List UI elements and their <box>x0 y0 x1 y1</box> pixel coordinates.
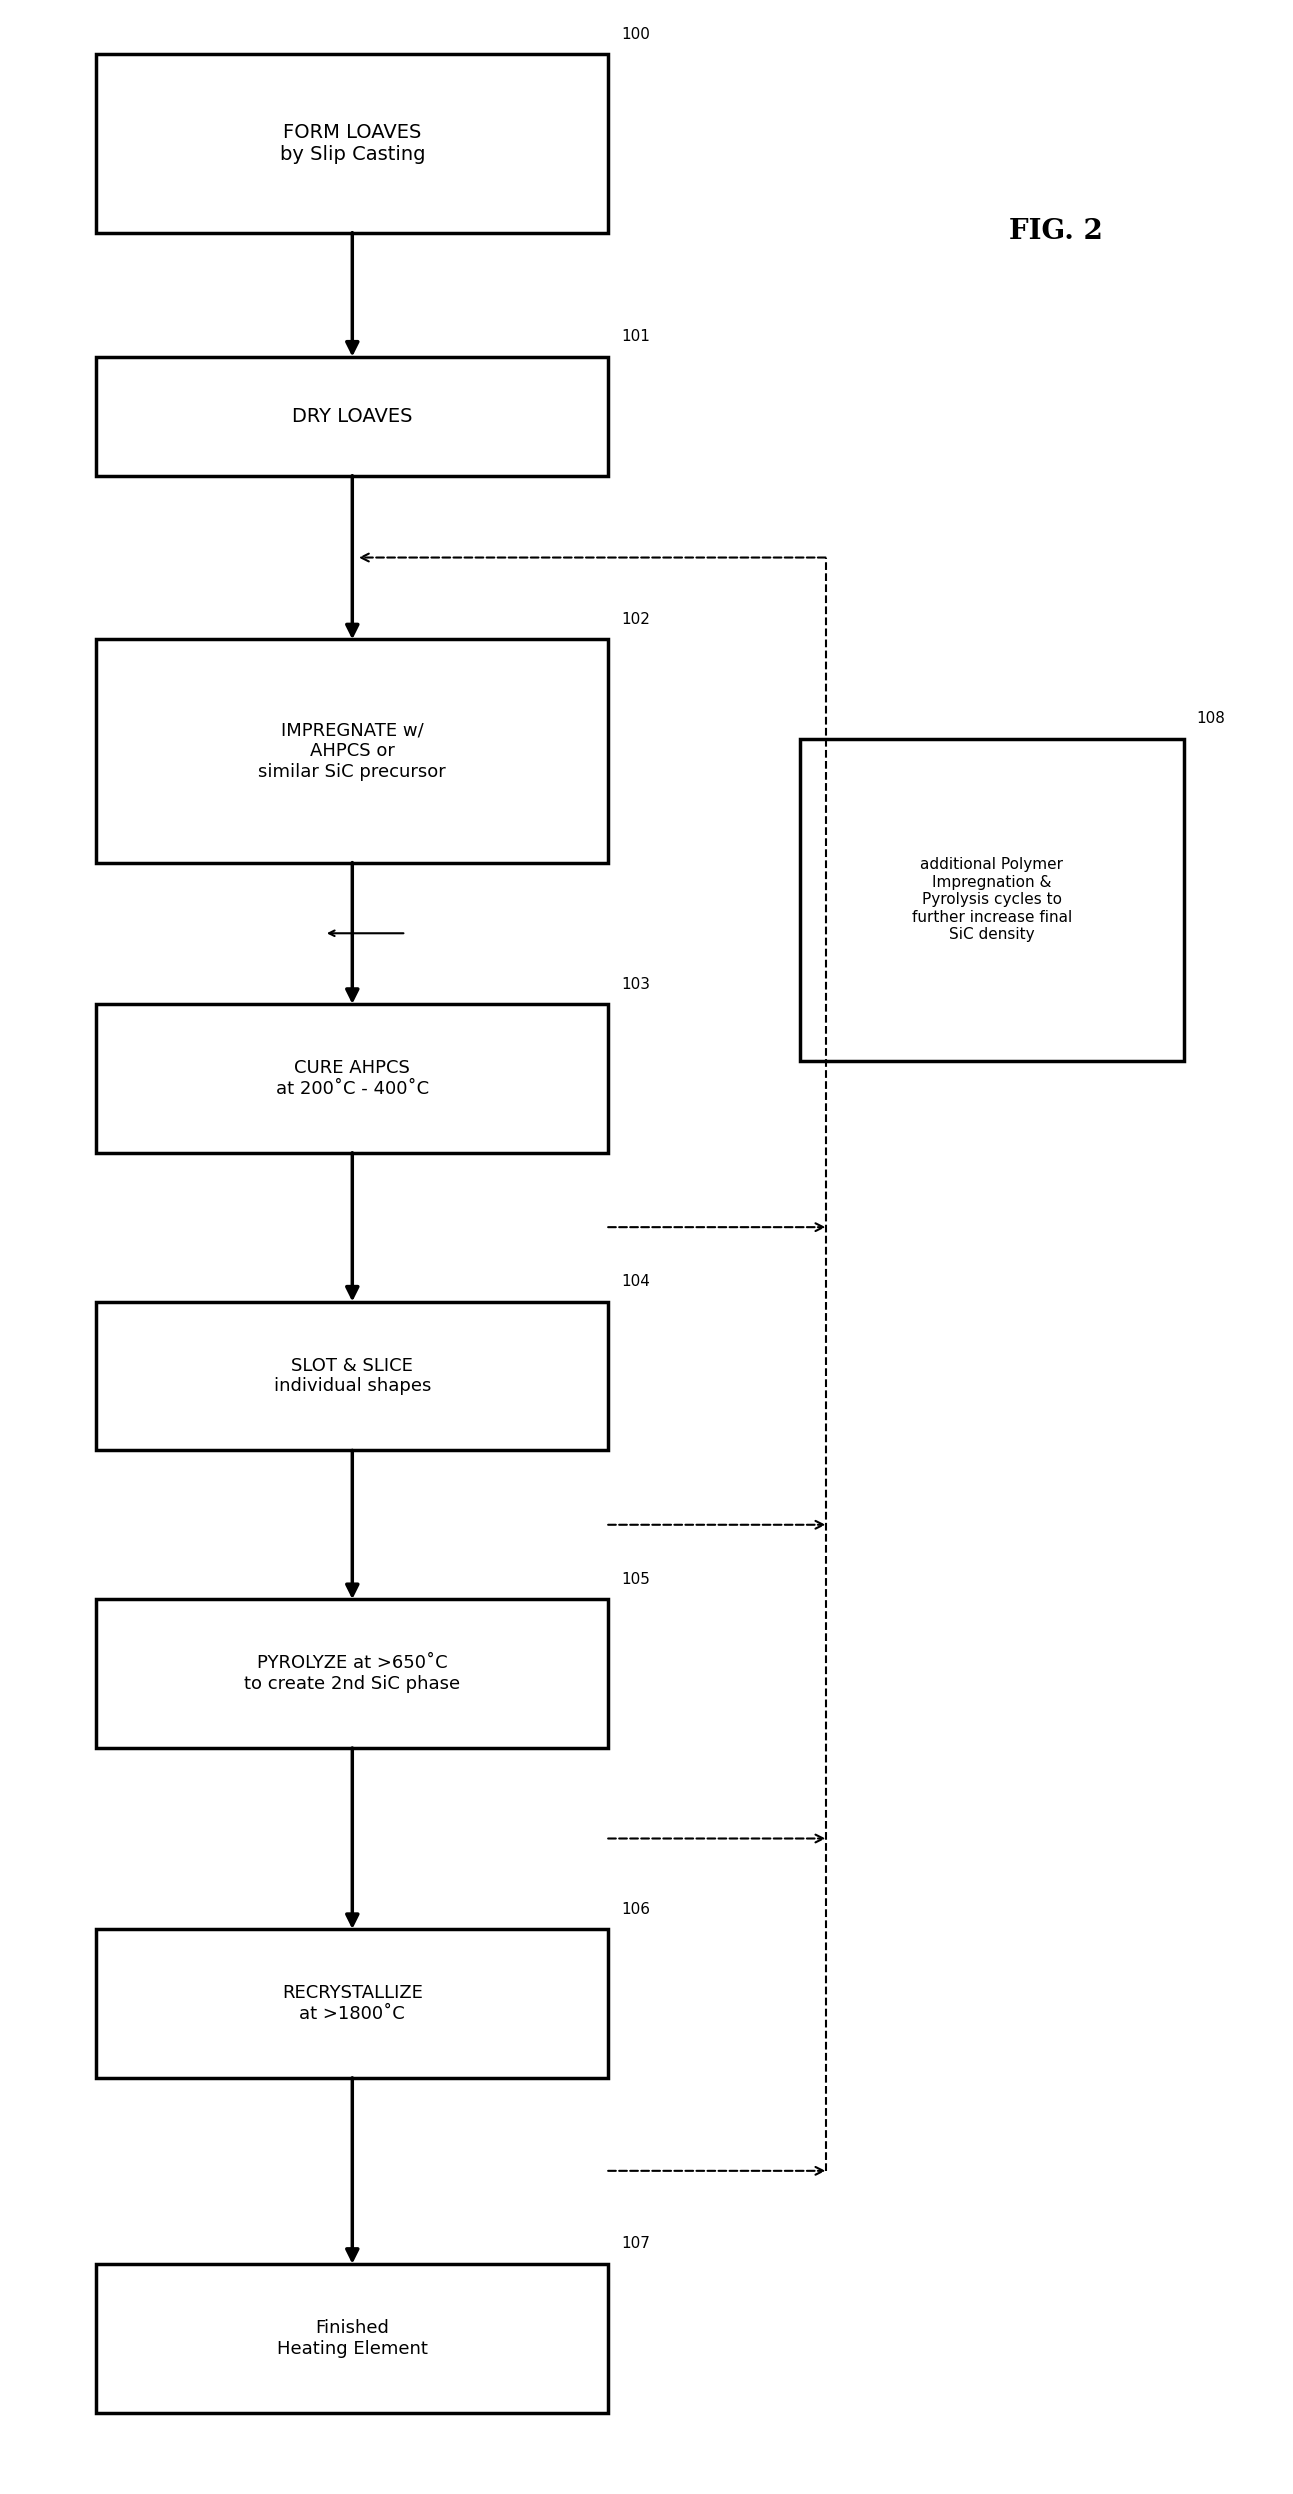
Text: RECRYSTALLIZE
at >1800˚C: RECRYSTALLIZE at >1800˚C <box>282 1985 423 2023</box>
Text: 102: 102 <box>621 611 650 626</box>
Text: 105: 105 <box>621 1571 650 1586</box>
FancyBboxPatch shape <box>97 1005 608 1152</box>
Text: 103: 103 <box>621 978 650 993</box>
Text: DRY LOAVES: DRY LOAVES <box>292 407 412 426</box>
FancyBboxPatch shape <box>97 1302 608 1452</box>
Text: PYROLYZE at >650˚C
to create 2nd SiC phase: PYROLYZE at >650˚C to create 2nd SiC pha… <box>244 1654 460 1693</box>
Text: FIG. 2: FIG. 2 <box>1009 217 1103 244</box>
Text: Finished
Heating Element: Finished Heating Element <box>277 2319 428 2357</box>
FancyBboxPatch shape <box>97 1599 608 1748</box>
Text: 101: 101 <box>621 329 650 344</box>
Text: 107: 107 <box>621 2237 650 2252</box>
FancyBboxPatch shape <box>800 738 1183 1060</box>
Text: IMPREGNATE w/
AHPCS or
similar SiC precursor: IMPREGNATE w/ AHPCS or similar SiC precu… <box>259 721 446 781</box>
FancyBboxPatch shape <box>97 357 608 476</box>
FancyBboxPatch shape <box>97 638 608 863</box>
Text: FORM LOAVES
by Slip Casting: FORM LOAVES by Slip Casting <box>279 122 425 165</box>
Text: 100: 100 <box>621 27 650 42</box>
Text: SLOT & SLICE
individual shapes: SLOT & SLICE individual shapes <box>274 1357 431 1394</box>
Text: 104: 104 <box>621 1274 650 1289</box>
Text: 108: 108 <box>1196 711 1226 726</box>
FancyBboxPatch shape <box>97 55 608 232</box>
Text: CURE AHPCS
at 200˚C - 400˚C: CURE AHPCS at 200˚C - 400˚C <box>275 1060 429 1097</box>
FancyBboxPatch shape <box>97 2265 608 2412</box>
Text: 106: 106 <box>621 1900 650 1915</box>
FancyBboxPatch shape <box>97 1928 608 2078</box>
Text: additional Polymer
Impregnation &
Pyrolysis cycles to
further increase final
SiC: additional Polymer Impregnation & Pyroly… <box>912 858 1072 943</box>
